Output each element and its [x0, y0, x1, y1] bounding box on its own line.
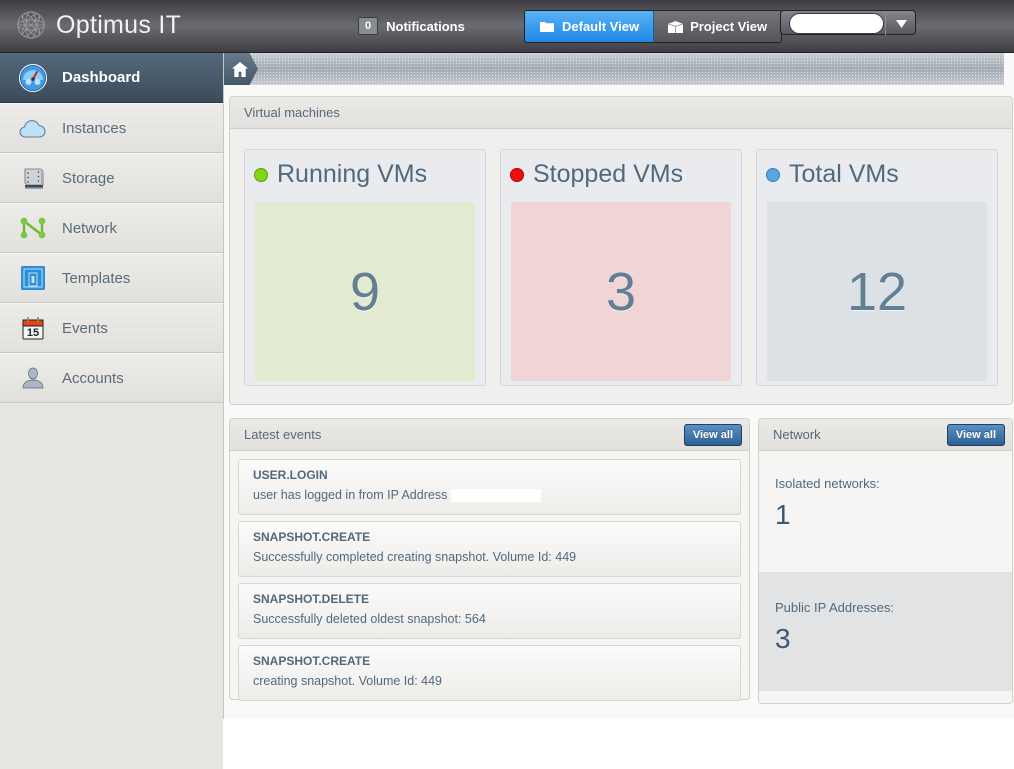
- svg-text:15: 15: [27, 327, 39, 339]
